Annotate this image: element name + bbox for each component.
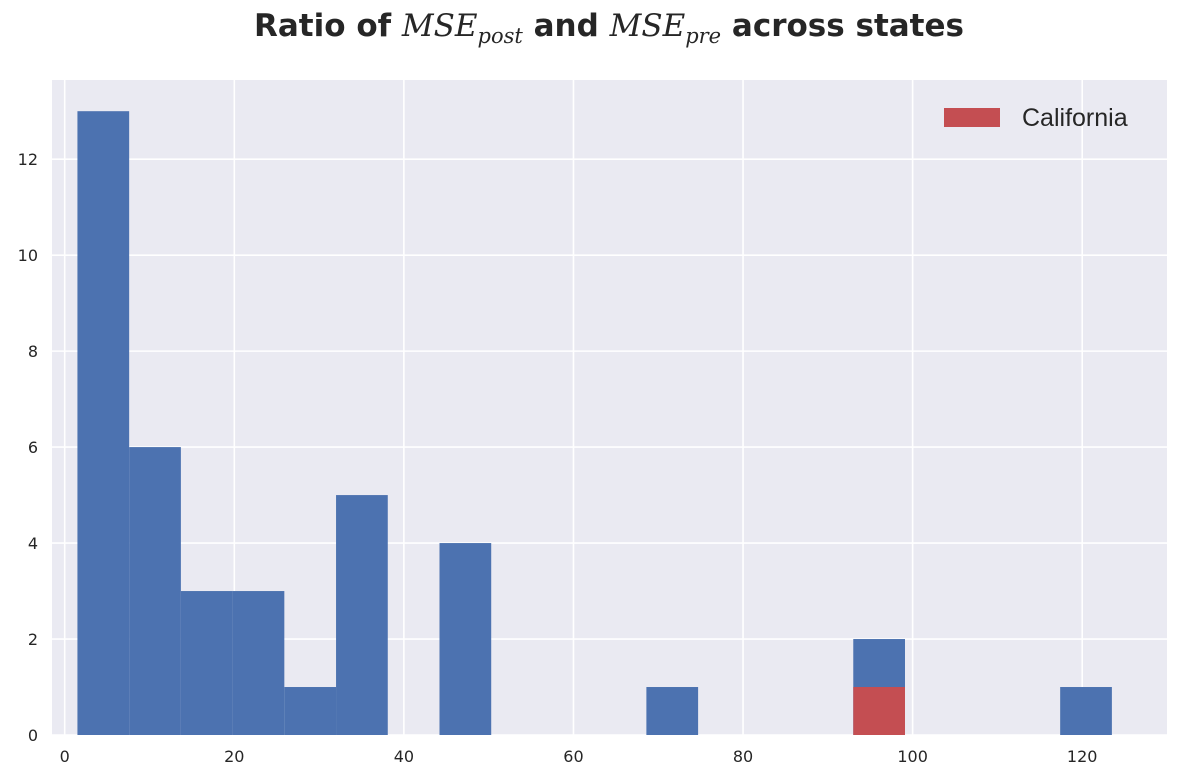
x-tick-label: 100 xyxy=(897,747,928,766)
histogram-bar xyxy=(180,591,233,735)
title-term1: MSEpost xyxy=(401,8,523,48)
y-tick-label: 12 xyxy=(18,150,38,169)
y-tick-label: 8 xyxy=(28,342,38,361)
x-tick-label: 80 xyxy=(733,747,753,766)
title-term1-base: MSE xyxy=(401,8,478,44)
x-tick-label: 60 xyxy=(563,747,583,766)
x-tick-label: 20 xyxy=(224,747,244,766)
histogram-bar xyxy=(77,111,130,735)
y-tick-label: 4 xyxy=(28,534,38,553)
grid xyxy=(52,80,1167,736)
title-joiner: and xyxy=(522,8,610,44)
legend: California xyxy=(944,104,1128,132)
histogram-bar xyxy=(439,543,492,735)
histogram-bar xyxy=(646,687,699,735)
bars xyxy=(77,111,1112,735)
title-term2-base: MSE xyxy=(609,8,686,44)
y-tick-label: 2 xyxy=(28,630,38,649)
title-suffix: across states xyxy=(721,8,964,44)
x-tick-label: 120 xyxy=(1067,747,1098,766)
histogram-bar xyxy=(232,591,285,735)
histogram-bar xyxy=(129,447,181,735)
y-tick-label: 0 xyxy=(28,726,38,745)
histogram-bar xyxy=(284,687,337,735)
x-tick-label: 0 xyxy=(60,747,70,766)
title-term2: MSEpre xyxy=(609,8,722,48)
y-tick-label: 6 xyxy=(28,438,38,457)
title-prefix: Ratio of xyxy=(254,8,402,44)
title-term2-sub: pre xyxy=(685,24,722,49)
y-tick-label: 10 xyxy=(18,246,38,265)
histogram-bar xyxy=(336,495,388,735)
chart-title: Ratio of MSEpost and MSEpre across state… xyxy=(0,8,1181,48)
x-tick-label: 40 xyxy=(394,747,414,766)
title-term1-sub: post xyxy=(477,24,523,49)
y-axis-ticks: 0 2 4 6 8 10 12 xyxy=(18,150,38,745)
legend-label: California xyxy=(1022,104,1128,132)
california-bar xyxy=(853,687,905,735)
x-axis-ticks: 0 20 40 60 80 100 120 xyxy=(60,747,1098,766)
histogram-bar xyxy=(1060,687,1112,735)
legend-swatch xyxy=(944,108,1000,127)
